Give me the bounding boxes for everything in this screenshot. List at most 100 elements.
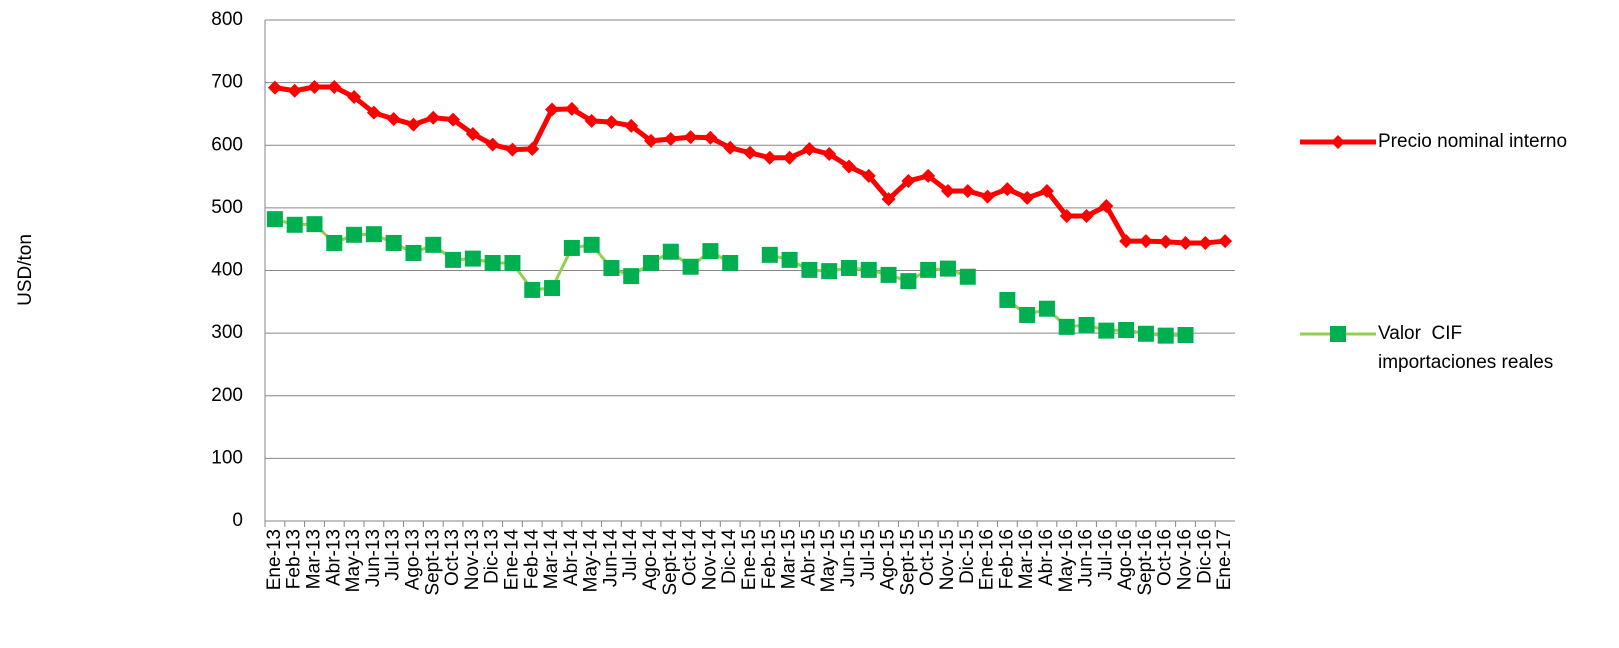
series-line — [274, 217, 1186, 338]
marker — [801, 261, 818, 278]
marker — [1198, 235, 1213, 250]
marker — [1119, 234, 1134, 249]
x-tick-label: Jul-14 — [620, 529, 641, 581]
marker — [1038, 300, 1055, 317]
marker — [544, 280, 561, 297]
marker — [347, 90, 362, 105]
marker — [901, 173, 916, 188]
marker — [365, 226, 382, 243]
marker — [881, 192, 896, 207]
x-tick-label: Jul-13 — [383, 529, 404, 581]
marker — [1178, 235, 1193, 250]
y-tick-label: 300 — [211, 322, 243, 343]
x-tick-label: Nov-15 — [937, 529, 958, 590]
marker — [1177, 327, 1194, 344]
legend-marker — [1330, 326, 1346, 342]
marker — [702, 243, 719, 260]
marker — [425, 236, 442, 253]
x-tick-label: Jun-16 — [1076, 529, 1097, 587]
x-tick-label: May-16 — [1056, 529, 1077, 592]
marker — [662, 243, 679, 260]
marker — [306, 216, 323, 233]
marker — [405, 244, 422, 261]
x-tick-label: May-15 — [818, 529, 839, 592]
marker — [287, 83, 302, 98]
legend-marker — [1331, 135, 1345, 149]
y-tick-label: 500 — [211, 197, 243, 218]
marker — [762, 150, 777, 165]
marker — [722, 254, 739, 271]
x-tick-label: Ago-13 — [402, 529, 423, 590]
marker — [346, 226, 363, 243]
marker — [583, 236, 600, 253]
marker — [524, 281, 541, 298]
marker — [1158, 234, 1173, 249]
legend-label: Valor CIF importaciones reales — [1378, 323, 1554, 373]
marker — [940, 183, 955, 198]
marker — [446, 112, 461, 127]
marker — [445, 251, 462, 268]
x-tick-label: Abr-13 — [323, 529, 344, 586]
x-tick-label: Jul-15 — [858, 529, 879, 581]
marker — [1039, 183, 1054, 198]
x-tick-label: Dic-16 — [1194, 529, 1215, 584]
x-tick-label: Nov-13 — [462, 529, 483, 590]
x-tick-label: Jun-13 — [363, 529, 384, 587]
x-tick-label: May-14 — [581, 529, 602, 593]
marker — [1099, 198, 1114, 213]
marker — [1137, 325, 1154, 342]
marker — [644, 133, 659, 148]
y-tick-label: 200 — [211, 385, 243, 406]
marker — [1098, 322, 1115, 339]
y-tick-label: 100 — [211, 447, 243, 468]
x-tick-label: Feb-14 — [521, 529, 542, 590]
series-line — [274, 84, 1226, 246]
marker — [959, 268, 976, 285]
marker — [1157, 327, 1174, 344]
marker — [782, 150, 797, 165]
marker — [1138, 234, 1153, 249]
marker — [980, 189, 995, 204]
x-tick-label: Mar-13 — [304, 529, 325, 589]
x-tick-label: Oct-16 — [1155, 529, 1176, 586]
marker — [921, 168, 936, 183]
y-tick-label: 800 — [211, 9, 243, 30]
x-tick-label: Feb-15 — [759, 529, 780, 589]
marker — [327, 80, 342, 95]
marker — [623, 268, 640, 285]
x-tick-label: Jul-16 — [1095, 529, 1116, 581]
x-tick-label: Oct-15 — [917, 529, 938, 586]
marker — [683, 130, 698, 145]
marker — [900, 273, 917, 290]
y-tick-label: 0 — [232, 510, 243, 531]
marker — [663, 131, 678, 146]
x-tick-label: May-13 — [343, 529, 364, 592]
marker — [504, 254, 521, 271]
marker — [880, 266, 897, 283]
x-tick-label: Sept-13 — [422, 529, 443, 596]
x-tick-label: Dic-13 — [482, 529, 503, 584]
marker — [1078, 316, 1095, 333]
marker — [1000, 182, 1015, 197]
marker — [426, 110, 441, 125]
marker — [841, 159, 856, 174]
marker — [485, 137, 500, 152]
marker — [840, 259, 857, 276]
x-tick-label: Ene-17 — [1214, 529, 1235, 590]
marker — [366, 105, 381, 120]
x-tick-label: Sept-14 — [660, 529, 681, 596]
marker — [266, 211, 283, 228]
marker — [1118, 321, 1135, 338]
marker — [385, 234, 402, 251]
marker — [723, 140, 738, 155]
x-tick-label: Ene-16 — [977, 529, 998, 590]
marker — [1058, 318, 1075, 335]
x-tick-label: Sept-16 — [1135, 529, 1156, 596]
x-tick-label: Ene-14 — [501, 529, 522, 591]
marker — [267, 80, 282, 95]
x-tick-label: Sept-15 — [897, 529, 918, 596]
marker — [307, 80, 322, 95]
marker — [505, 142, 520, 157]
